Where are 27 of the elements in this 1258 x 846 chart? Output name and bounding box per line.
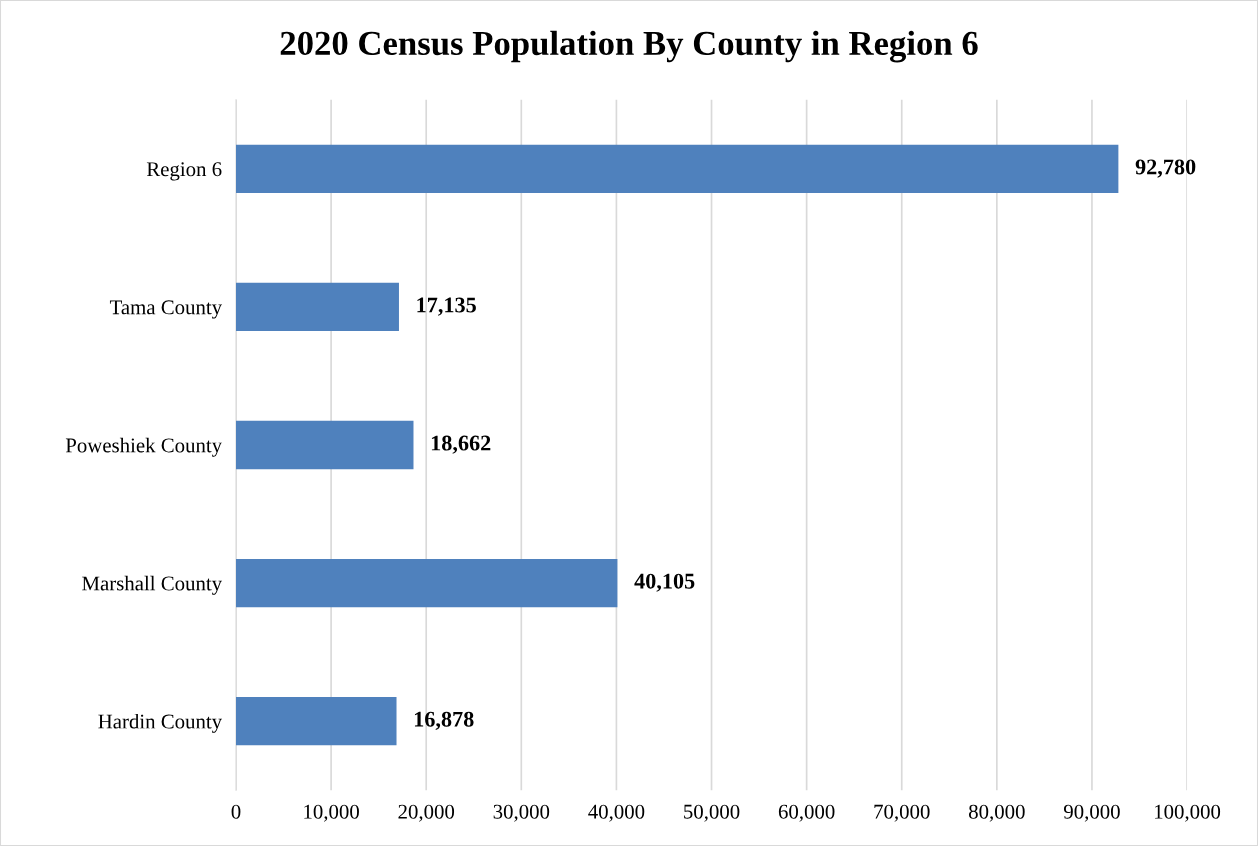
data-label: 40,105 [634, 573, 695, 592]
x-tick-label: 100,000 [1155, 804, 1221, 822]
bar [236, 420, 414, 470]
x-tick-label: 50,000 [684, 804, 740, 822]
x-tick-label: 60,000 [778, 804, 835, 822]
x-tick-label: 10,000 [304, 804, 359, 822]
y-tick-label: Poweshiek County [65, 437, 223, 457]
x-tick-label: 40,000 [588, 804, 645, 822]
data-label: 92,780 [1135, 159, 1196, 178]
bar [236, 558, 618, 608]
data-label: 18,662 [431, 435, 491, 454]
y-tick-label: Marshall County [82, 575, 223, 595]
x-tick-label: 20,000 [398, 804, 455, 822]
bar [236, 696, 397, 746]
x-tick-label: 30,000 [493, 804, 550, 822]
x-tick-label: 0 [231, 804, 241, 819]
x-tick-label: 80,000 [968, 804, 1025, 822]
data-label: 17,135 [417, 297, 476, 316]
chart-title: 2020 Census Population By County in Region 6 [280, 30, 978, 63]
y-tick-label: Hardin County [98, 713, 223, 733]
y-tick-label: Tama County [109, 300, 223, 319]
bar [236, 144, 1119, 194]
x-tick-label: 70,000 [874, 804, 930, 822]
bar [236, 282, 399, 332]
data-label: 16,878 [414, 711, 474, 730]
y-tick-label: Region 6 [146, 162, 222, 181]
x-tick-label: 90,000 [1063, 804, 1120, 822]
